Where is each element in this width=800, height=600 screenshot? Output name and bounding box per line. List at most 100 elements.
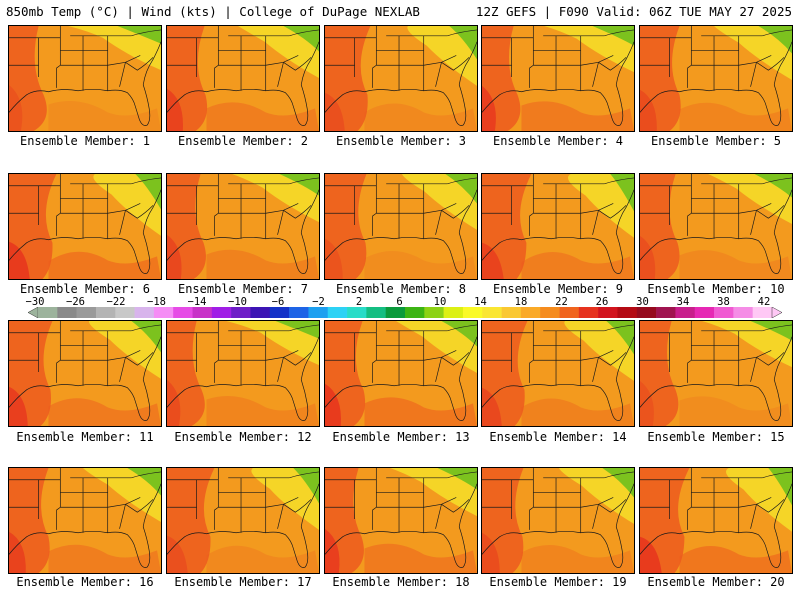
- colorbar-tick-label: 30: [636, 296, 649, 308]
- colorbar-swatch: [76, 307, 97, 318]
- colorbar-swatch: [95, 307, 116, 318]
- colorbar-swatch: [134, 307, 155, 318]
- member-map-6: [8, 173, 162, 280]
- colorbar-tick-label: −6: [271, 296, 285, 308]
- member-label: Ensemble Member: 11: [16, 430, 154, 444]
- member-label: Ensemble Member: 12: [174, 430, 312, 444]
- colorbar-swatch: [308, 307, 329, 318]
- colorbar-tick-label: −2: [312, 296, 325, 308]
- member-map-12: [166, 320, 320, 427]
- colorbar-tick-label: 2: [355, 296, 363, 308]
- colorbar-tick-label: 26: [595, 296, 609, 308]
- member-map-7: [166, 173, 320, 280]
- member-map-4: [481, 25, 635, 132]
- colorbar-swatch: [694, 307, 715, 318]
- colorbar-swatch: [424, 307, 444, 318]
- colorbar-tick-label: 6: [396, 296, 403, 308]
- member-map-13: [324, 320, 478, 427]
- member-map-17: [166, 467, 320, 574]
- member-label: Ensemble Member: 6: [19, 282, 151, 296]
- member-map-3: [324, 25, 478, 132]
- member-label: Ensemble Member: 15: [647, 430, 785, 444]
- member-label: Ensemble Member: 19: [489, 575, 627, 589]
- colorbar-swatch: [250, 307, 271, 318]
- colorbar-swatch: [636, 307, 657, 318]
- colorbar-tick-label: 42: [757, 296, 771, 308]
- colorbar-swatch: [559, 307, 580, 318]
- colorbar-swatch: [115, 307, 135, 318]
- member-map-9: [481, 173, 635, 280]
- member-map-11: [8, 320, 162, 427]
- colorbar-swatch: [153, 307, 174, 318]
- member-map-10: [639, 173, 793, 280]
- member-label: Ensemble Member: 3: [335, 134, 467, 148]
- colorbar-swatch: [675, 307, 696, 318]
- colorbar-swatch: [443, 307, 464, 318]
- colorbar-swatch: [38, 307, 58, 318]
- colorbar-tick-label: −14: [187, 296, 207, 308]
- member-label: Ensemble Member: 13: [332, 430, 470, 444]
- member-label: Ensemble Member: 1: [19, 134, 151, 148]
- member-label: Ensemble Member: 16: [16, 575, 154, 589]
- colorbar-swatch: [462, 307, 483, 318]
- colorbar-swatch: [327, 307, 348, 318]
- colorbar-swatch: [578, 307, 599, 318]
- member-label: Ensemble Member: 17: [174, 575, 312, 589]
- colorbar-swatch: [714, 307, 734, 318]
- colorbar-tick-label: 14: [474, 296, 487, 308]
- colorbar-min-arrow: [28, 307, 39, 318]
- colorbar-tick-label: −22: [106, 296, 126, 308]
- colorbar-tick-label: −10: [228, 296, 247, 308]
- member-label: Ensemble Member: 7: [177, 282, 309, 296]
- colorbar-swatch: [405, 307, 425, 318]
- member-label: Ensemble Member: 10: [647, 282, 785, 296]
- member-label: Ensemble Member: 20: [647, 575, 785, 589]
- member-label: Ensemble Member: 8: [335, 282, 467, 296]
- colorbar-swatch: [501, 307, 522, 318]
- colorbar-tick-label: 10: [433, 296, 447, 308]
- colorbar-swatch: [617, 307, 638, 318]
- colorbar-swatch: [520, 307, 541, 318]
- colorbar-tick-label: −18: [147, 296, 166, 308]
- member-map-2: [166, 25, 320, 132]
- colorbar-tick-label: 38: [717, 296, 730, 308]
- map-title: 850mb Temp (°C) | Wind (kts) | College o…: [6, 4, 420, 19]
- colorbar-max-arrow: [771, 307, 782, 318]
- member-map-16: [8, 467, 162, 574]
- colorbar-swatch: [269, 307, 290, 318]
- colorbar-tick-label: 22: [555, 296, 568, 308]
- colorbar-tick-label: 34: [676, 296, 690, 308]
- colorbar-tick-label: −26: [66, 296, 85, 308]
- colorbar-swatch: [540, 307, 560, 318]
- member-map-14: [481, 320, 635, 427]
- colorbar-swatch: [289, 307, 309, 318]
- member-label: Ensemble Member: 4: [492, 134, 624, 148]
- member-label: Ensemble Member: 9: [492, 282, 624, 296]
- member-label: Ensemble Member: 18: [332, 575, 470, 589]
- member-map-1: [8, 25, 162, 132]
- colorbar-swatch: [482, 307, 502, 318]
- member-map-19: [481, 467, 635, 574]
- member-map-5: [639, 25, 793, 132]
- colorbar-swatch: [598, 307, 618, 318]
- colorbar-swatch: [752, 307, 773, 318]
- colorbar-swatch: [385, 307, 406, 318]
- colorbar-swatch: [231, 307, 251, 318]
- colorbar-tick-label: 18: [514, 296, 528, 308]
- member-map-18: [324, 467, 478, 574]
- colorbar-swatch: [192, 307, 213, 318]
- colorbar-swatch: [57, 307, 77, 318]
- colorbar-tick-label: −30: [25, 296, 45, 308]
- temperature-colorbar: [28, 307, 782, 318]
- member-map-15: [639, 320, 793, 427]
- colorbar-swatch: [656, 307, 676, 318]
- member-label: Ensemble Member: 5: [650, 134, 782, 148]
- member-map-20: [639, 467, 793, 574]
- member-map-8: [324, 173, 478, 280]
- member-label: Ensemble Member: 2: [177, 134, 309, 148]
- colorbar-swatch: [733, 307, 753, 318]
- colorbar-swatch: [173, 307, 193, 318]
- colorbar-swatch: [347, 307, 367, 318]
- run-valid-time: 12Z GEFS | F090 Valid: 06Z TUE MAY 27 20…: [475, 4, 792, 19]
- colorbar-swatch: [366, 307, 386, 318]
